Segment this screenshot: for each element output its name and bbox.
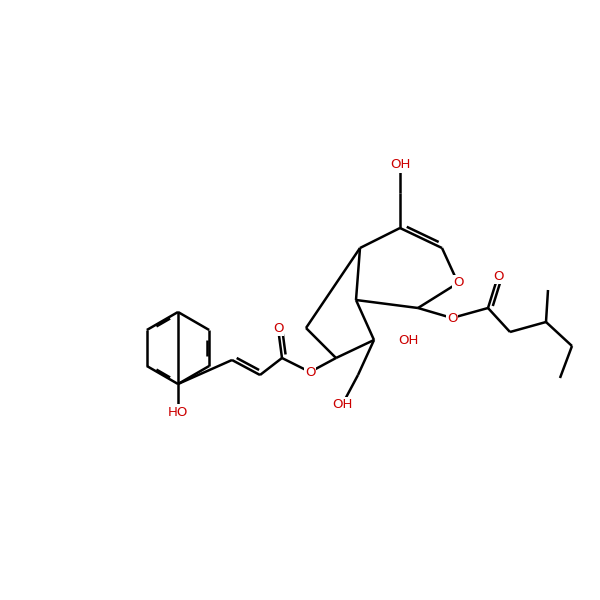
Text: OH: OH [390,158,410,172]
Text: HO: HO [168,406,188,419]
Text: OH: OH [398,334,418,346]
Text: O: O [447,311,457,325]
Text: O: O [493,269,503,283]
Text: O: O [305,365,315,379]
Text: O: O [453,277,463,289]
Text: O: O [273,322,283,335]
Text: OH: OH [332,398,352,412]
